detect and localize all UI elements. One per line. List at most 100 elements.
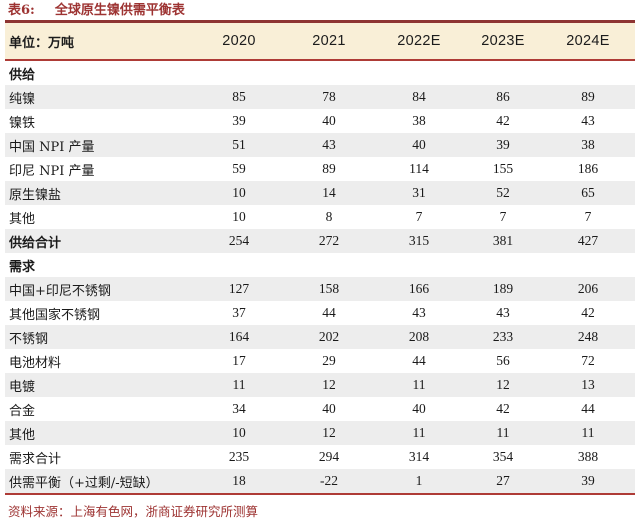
table-row: 原生镍盐 10 14 31 52 65 [5, 181, 635, 205]
table-row: 供给 [5, 60, 635, 85]
cell-value: 7 [415, 209, 423, 224]
cell-value: 233 [492, 329, 514, 344]
cell-value: 86 [496, 89, 510, 104]
table-row: 电池材料 17 29 44 56 72 [5, 349, 635, 373]
top-rule [5, 20, 635, 23]
cell-value [285, 60, 373, 85]
cell-value: 155 [492, 161, 514, 176]
cell-value: 38 [581, 137, 595, 152]
table-row: 中国+印尼不锈钢 127 158 166 189 206 [5, 277, 635, 301]
cell-value: 18 [193, 469, 285, 495]
cell-value: 189 [492, 281, 514, 296]
table-header-row: 单位：万吨 2020 2021 2022E 2023E 2024E [5, 23, 635, 61]
cell-value: 40 [412, 137, 426, 152]
cell-value: 43 [581, 113, 595, 128]
cell-value: 84 [412, 89, 426, 104]
row-label: 其他 [9, 211, 36, 227]
cell-value: 248 [577, 329, 599, 344]
table-body: 供给 纯镍 85 78 84 86 89 镍铁 39 40 38 42 43 中国 NPI 产量 51 43 4… [5, 60, 635, 495]
cell-value: 51 [232, 137, 246, 152]
table-row: 电镀 11 12 11 12 13 [5, 373, 635, 397]
cell-value: 42 [496, 401, 510, 416]
cell-value: 7 [499, 209, 507, 224]
row-label: 其他 [9, 427, 36, 443]
cell-value: 72 [581, 353, 595, 368]
cell-value: 427 [577, 233, 599, 248]
cell-value: 186 [577, 161, 599, 176]
cell-value: 44 [412, 353, 426, 368]
cell-value: 38 [412, 113, 426, 128]
row-label: 合金 [9, 403, 36, 419]
cell-value: 56 [496, 353, 510, 368]
cell-value: 12 [322, 377, 336, 392]
row-label: 纯镍 [9, 91, 36, 107]
cell-value: 354 [492, 449, 514, 464]
cell-value: 11 [581, 425, 595, 440]
column-header-2023e: 2023E [465, 23, 541, 61]
cell-value: 40 [322, 113, 336, 128]
row-label: 中国+印尼不锈钢 [9, 283, 111, 299]
cell-value: 206 [577, 281, 599, 296]
cell-value [285, 253, 373, 277]
cell-value: 166 [408, 281, 430, 296]
cell-value: 114 [409, 161, 429, 176]
row-label: 不锈钢 [9, 331, 49, 347]
table-row: 供给合计 254 272 315 381 427 [5, 229, 635, 253]
cell-value: 78 [322, 89, 336, 104]
table-row: 其他国家不锈钢 37 44 43 43 42 [5, 301, 635, 325]
cell-value [465, 60, 541, 85]
column-header-2022e: 2022E [373, 23, 465, 61]
cell-value: 208 [408, 329, 430, 344]
cell-value: 11 [412, 377, 426, 392]
cell-value: 272 [318, 233, 340, 248]
cell-value: 44 [581, 401, 595, 416]
cell-value: 52 [496, 185, 510, 200]
column-header-2020: 2020 [193, 23, 285, 61]
cell-value: 59 [232, 161, 246, 176]
cell-value: 43 [496, 305, 510, 320]
cell-value: 315 [408, 233, 430, 248]
table-row: 供需平衡（+过剩/-短缺） 18 -22 1 27 39 [5, 469, 635, 495]
cell-value: 202 [318, 329, 340, 344]
source-note: 资料来源：上海有色网，浙商证券研究所测算 [8, 504, 259, 519]
cell-value: 388 [577, 449, 599, 464]
cell-value: 12 [322, 425, 336, 440]
cell-value: 85 [232, 89, 246, 104]
cell-value: 294 [318, 449, 340, 464]
cell-value: 235 [228, 449, 250, 464]
table-row: 中国 NPI 产量 51 43 40 39 38 [5, 133, 635, 157]
cell-value: 37 [232, 305, 246, 320]
table-row: 其他 10 8 7 7 7 [5, 205, 635, 229]
cell-value: 39 [232, 113, 246, 128]
row-label: 其他国家不锈钢 [9, 307, 101, 323]
row-label: 供需平衡（+过剩/-短缺） [5, 469, 193, 495]
cell-value: 40 [412, 401, 426, 416]
cell-value: 11 [232, 377, 246, 392]
table-title: 表6: 全球原生镍供需平衡表 [0, 0, 640, 20]
cell-value: 10 [232, 185, 246, 200]
row-label: 镍铁 [9, 115, 36, 131]
cell-value: 10 [232, 209, 246, 224]
table-title-text: 全球原生镍供需平衡表 [54, 3, 185, 18]
cell-value: 254 [228, 233, 250, 248]
cell-value: 14 [322, 185, 336, 200]
row-label: 电池材料 [9, 355, 62, 371]
cell-value: 11 [496, 425, 510, 440]
cell-value: 44 [322, 305, 336, 320]
table-row: 需求合计 235 294 314 354 388 [5, 445, 635, 469]
cell-value: 10 [232, 425, 246, 440]
cell-value [193, 60, 285, 85]
row-label: 供给 [9, 67, 36, 83]
table-row: 其他 10 12 11 11 11 [5, 421, 635, 445]
cell-value: 11 [412, 425, 426, 440]
cell-value: 43 [322, 137, 336, 152]
cell-value: 89 [581, 89, 595, 104]
cell-value: 89 [322, 161, 336, 176]
row-label: 印尼 NPI 产量 [9, 163, 95, 179]
cell-value: 27 [465, 469, 541, 495]
cell-value: 158 [318, 281, 340, 296]
cell-value: 12 [496, 377, 510, 392]
row-label: 电镀 [9, 379, 36, 395]
cell-value [193, 253, 285, 277]
